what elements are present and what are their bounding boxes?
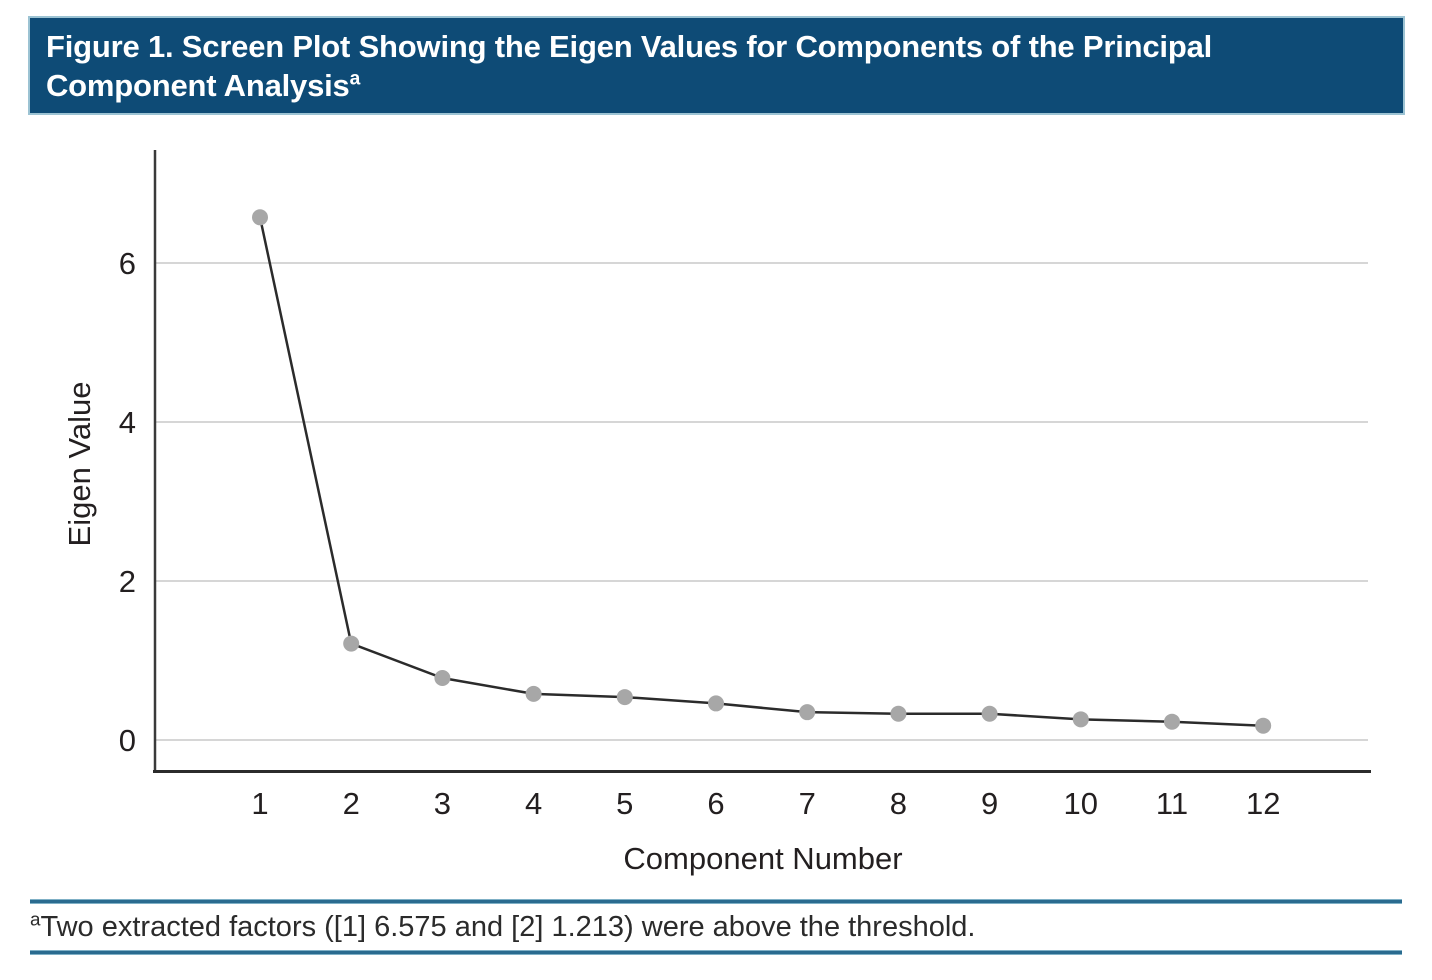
data-point-7: [799, 704, 816, 721]
x-tick-label-2: 2: [343, 786, 360, 821]
scree-line: [258, 217, 1264, 727]
data-point-1: [252, 209, 268, 226]
x-tick-label-11: 11: [1156, 786, 1188, 821]
footnote-text: Two extracted factors ([1] 6.575 and [2]…: [40, 911, 976, 943]
footnote-marker: a: [30, 908, 41, 930]
x-tick-label-5: 5: [616, 786, 633, 821]
data-point-9: [981, 705, 998, 722]
data-point-4: [525, 685, 542, 702]
x-tick-label-8: 8: [890, 786, 907, 821]
x-tick-label-12: 12: [1246, 786, 1280, 821]
x-tick-label-1: 1: [251, 786, 268, 821]
x-tick-label-7: 7: [799, 786, 816, 821]
y-tick-label-0: 0: [119, 723, 136, 758]
data-point-5: [616, 689, 633, 706]
footnote-divider-bottom: [30, 950, 1402, 955]
figure-title-bar: Figure 1. Screen Plot Showing the Eigen …: [28, 16, 1405, 115]
footnote: aTwo extracted factors ([1] 6.575 and [2…: [30, 908, 976, 944]
title-footnote-marker: a: [349, 68, 361, 90]
y-tick-label-4: 4: [119, 405, 136, 440]
data-point-12: [1255, 717, 1272, 734]
y-tick-label-6: 6: [119, 246, 136, 281]
figure-title: Figure 1. Screen Plot Showing the Eigen …: [30, 18, 1403, 105]
x-tick-label-3: 3: [434, 786, 451, 821]
y-axis-label: Eigen Value: [62, 381, 97, 547]
x-tick-label-9: 9: [981, 786, 998, 821]
x-tick-label-4: 4: [525, 786, 542, 821]
data-point-11: [1164, 713, 1180, 730]
x-axis-label: Component Number: [623, 841, 903, 876]
data-point-6: [708, 695, 724, 712]
x-tick-label-6: 6: [707, 786, 724, 821]
title-line-2: Component Analysis: [46, 68, 350, 103]
data-point-10: [1072, 711, 1089, 728]
footnote-divider-top: [30, 899, 1402, 904]
data-point-3: [434, 669, 451, 686]
data-point-8: [890, 705, 907, 722]
title-line-1: Figure 1. Screen Plot Showing the Eigen …: [46, 29, 1213, 64]
y-tick-label-2: 2: [119, 564, 136, 599]
data-point-2: [343, 635, 360, 652]
x-tick-label-10: 10: [1064, 786, 1098, 821]
